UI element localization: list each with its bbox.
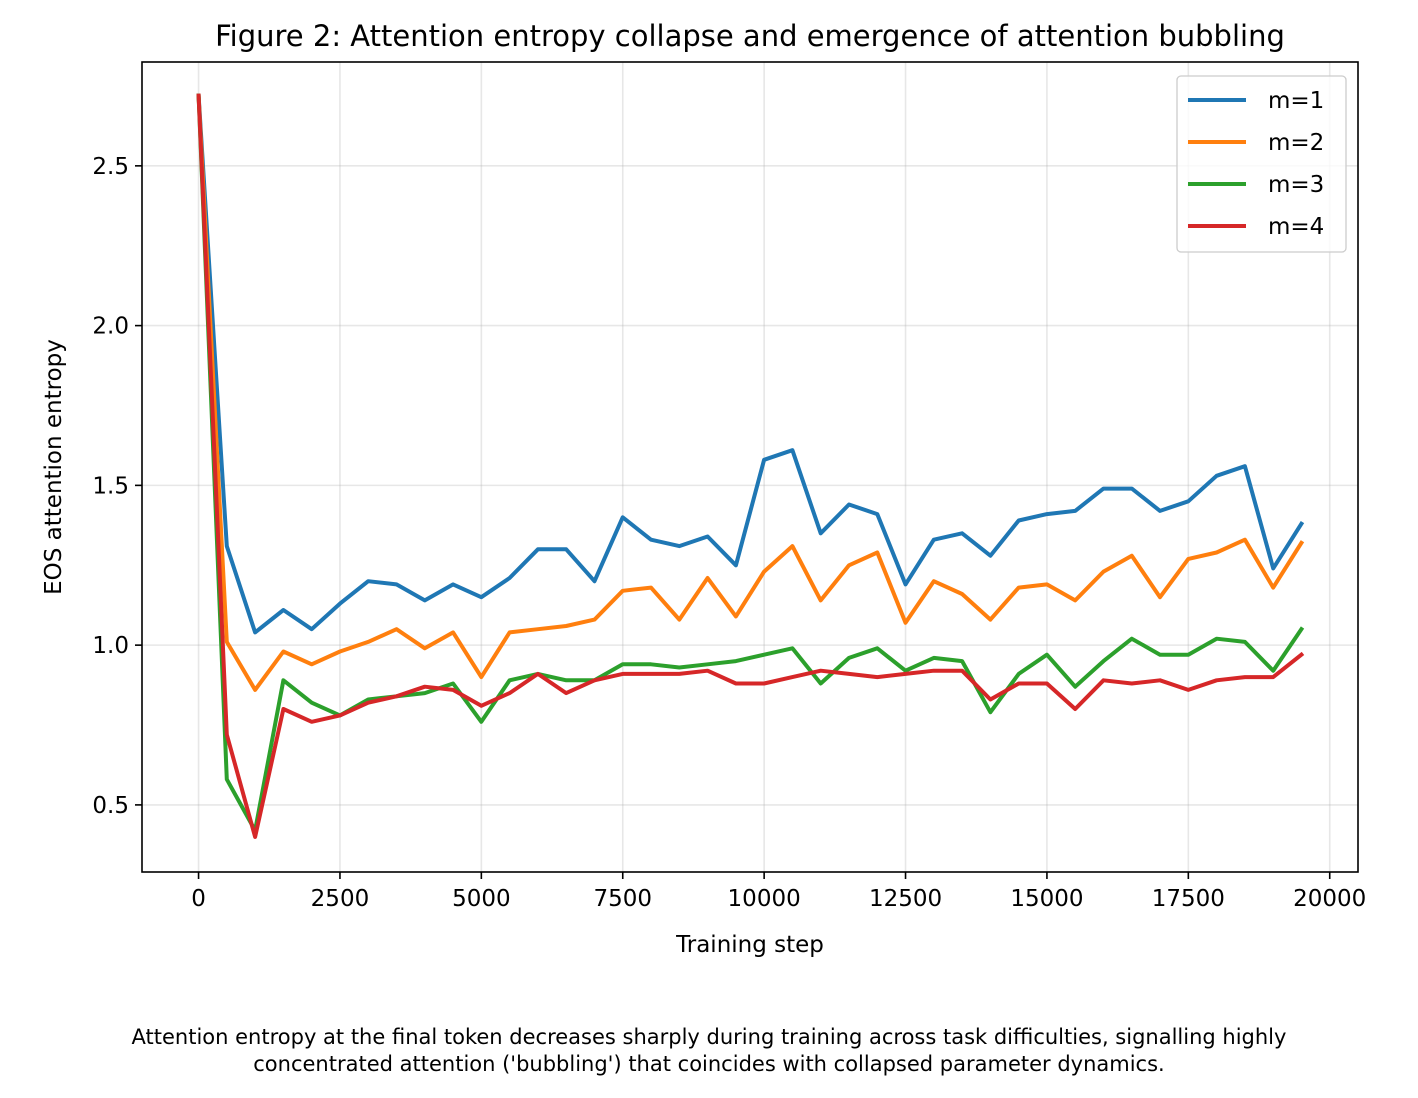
series-line-m4 — [196, 93, 1305, 839]
x-axis: 0 2500 5000 7500 10000 12500 15000 17500 20000 — [191, 872, 1366, 912]
chart-title: Figure 2: Attention entropy collapse and… — [215, 19, 1285, 53]
x-tick-label: 5000 — [452, 886, 511, 912]
x-axis-label: Training step — [675, 932, 824, 958]
y-axis: 0.5 1.0 1.5 2.0 2.5 — [92, 154, 142, 819]
series-line-m1 — [196, 93, 1305, 635]
x-tick-label: 0 — [191, 886, 206, 912]
plot-frame — [141, 61, 1359, 873]
x-tick-label: 10000 — [728, 886, 801, 912]
figure-caption: Attention entropy at the final token dec… — [0, 1024, 1418, 1078]
legend-label-m2: m=2 — [1268, 130, 1324, 156]
caption-line-1: Attention entropy at the final token dec… — [131, 1025, 1287, 1049]
series-line-m2 — [196, 93, 1305, 692]
x-tick-label: 7500 — [593, 886, 652, 912]
legend-label-m3: m=3 — [1268, 172, 1324, 198]
series-line-m3 — [196, 93, 1305, 833]
y-axis-label: EOS attention entropy — [41, 339, 67, 595]
x-tick-label: 17500 — [1152, 886, 1225, 912]
legend: m=1 m=2 m=3 m=4 — [1176, 75, 1347, 253]
y-tick-label: 0.5 — [92, 793, 129, 819]
caption-line-2: concentrated attention ('bubbling') that… — [253, 1052, 1165, 1076]
y-tick-label: 1.0 — [92, 633, 129, 659]
y-tick-label: 2.0 — [92, 314, 129, 340]
line-chart: 0 2500 5000 7500 10000 12500 15000 17500 20000 0… — [41, 19, 1366, 958]
y-tick-label: 1.5 — [92, 473, 129, 499]
legend-label-m1: m=1 — [1268, 88, 1324, 114]
x-tick-label: 12500 — [869, 886, 942, 912]
y-tick-label: 2.5 — [92, 154, 129, 180]
x-tick-label: 2500 — [311, 886, 370, 912]
legend-box — [1176, 75, 1347, 253]
legend-label-m4: m=4 — [1268, 214, 1324, 240]
x-tick-label: 15000 — [1010, 886, 1083, 912]
x-tick-label: 20000 — [1293, 886, 1366, 912]
gridlines — [142, 62, 1358, 872]
series-lines — [196, 93, 1305, 839]
